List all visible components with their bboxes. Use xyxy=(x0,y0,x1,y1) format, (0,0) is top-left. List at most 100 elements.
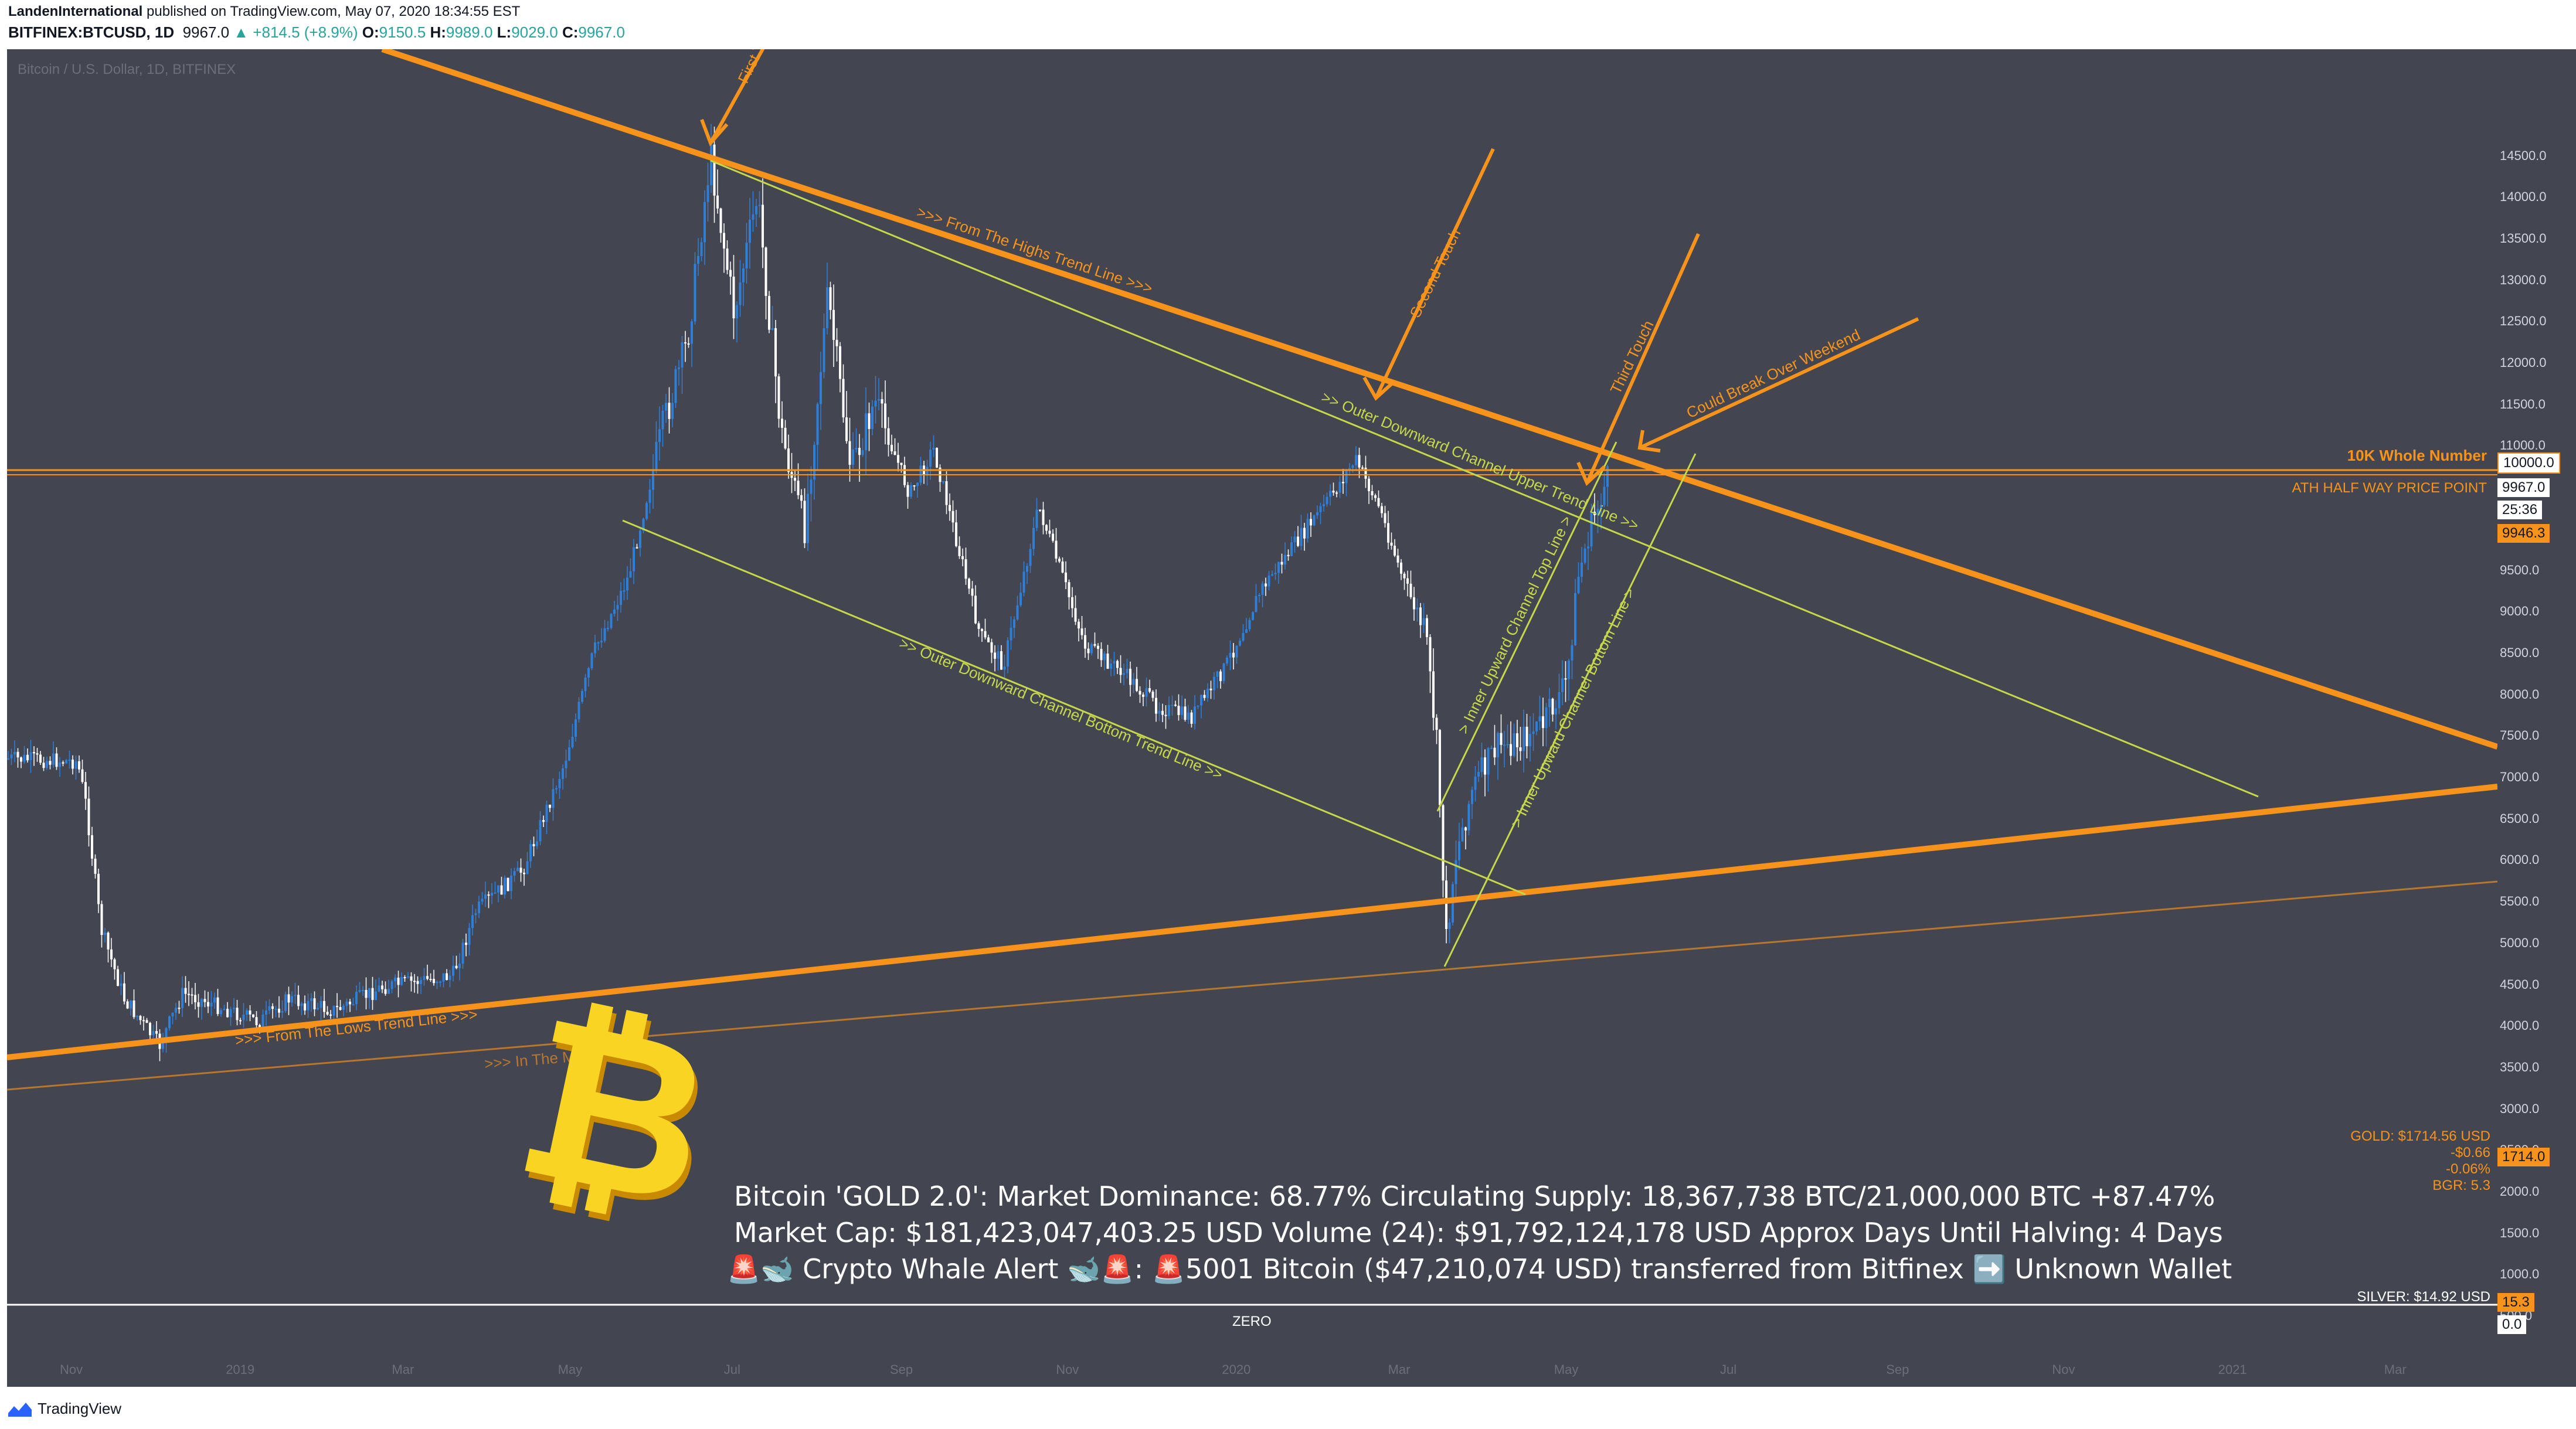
candle-body xyxy=(1300,528,1303,546)
could-break-arrow[interactable] xyxy=(1639,317,1919,450)
candle-body xyxy=(162,1041,164,1049)
inner-top-label[interactable]: > Inner Upward Channel Top Line > xyxy=(1454,513,1575,737)
candle-body xyxy=(874,400,877,407)
candle-body xyxy=(1058,559,1061,562)
ath-half-label[interactable]: ATH HALF WAY PRICE POINT xyxy=(2292,480,2487,496)
lows-trend-line[interactable] xyxy=(7,784,2497,1060)
candle-body xyxy=(20,757,22,762)
chart-pane[interactable]: Bitcoin / U.S. Dollar, 1D, BITFINEX ZERO xyxy=(7,49,2497,1387)
candle-body xyxy=(1387,523,1389,543)
outer-bottom-channel-line[interactable] xyxy=(622,519,1526,896)
time-axis-label: Mar xyxy=(392,1362,414,1377)
time-axis[interactable]: Nov 2019 Mar May Jul Sep Nov 2020 Mar May Jul Sep No… xyxy=(7,1360,2497,1383)
other-price-tag: 9946.3 xyxy=(2497,524,2550,543)
gold-label: GOLD: $1714.56 USD xyxy=(2350,1128,2490,1144)
candle-body xyxy=(565,760,567,768)
candle-body xyxy=(1564,678,1567,680)
inner-bottom-label[interactable]: > Inner Upward Channel Bottom Line > xyxy=(1507,585,1639,830)
candle-body xyxy=(684,342,687,343)
candle-body xyxy=(1442,805,1445,881)
highs-trend-line[interactable] xyxy=(381,49,2497,750)
candle-body xyxy=(845,417,848,441)
candle-body xyxy=(1384,513,1386,523)
footer: TradingView xyxy=(0,1387,2576,1429)
candle-body xyxy=(46,761,48,768)
candle-body xyxy=(897,455,899,463)
candle-body xyxy=(39,754,42,763)
candle-body xyxy=(1194,706,1196,724)
second-touch-arrow[interactable] xyxy=(1374,148,1495,399)
candle-body xyxy=(388,989,390,994)
candle-body xyxy=(175,1008,177,1013)
inner-bottom-channel-line[interactable] xyxy=(1443,453,1697,967)
candle-body xyxy=(381,985,383,989)
candle-body xyxy=(1203,695,1206,698)
candle-body xyxy=(132,1000,135,1018)
candle-body xyxy=(1364,467,1367,479)
candle-body xyxy=(1577,576,1580,593)
from-lows-label[interactable]: >>> From The Lows Trend Line >>> xyxy=(234,1005,478,1049)
first-touch-arrow[interactable] xyxy=(709,49,769,144)
in-the-mix-line[interactable] xyxy=(7,880,2497,1091)
candle-body xyxy=(1151,692,1154,698)
candle-body xyxy=(1548,699,1551,707)
candle-body xyxy=(1603,486,1606,505)
candle-body xyxy=(358,990,361,992)
candle-body xyxy=(1087,648,1090,654)
candle-body xyxy=(816,404,819,445)
candle-body xyxy=(261,1015,264,1029)
candle-body xyxy=(990,642,993,653)
tradingview-logo[interactable]: TradingView xyxy=(8,1400,121,1418)
candle-body xyxy=(713,144,716,196)
candle-body xyxy=(65,760,67,764)
symbol-label[interactable]: BITFINEX:BTCUSD, 1D xyxy=(8,23,175,41)
candle-body xyxy=(861,450,864,455)
price-axis-label: 9500.0 xyxy=(2500,562,2540,577)
ten-k-label[interactable]: 10K Whole Number xyxy=(2347,447,2487,464)
candle-body xyxy=(284,994,287,1011)
high-value: 9989.0 xyxy=(446,23,493,41)
candle-body xyxy=(710,144,712,185)
candle-body xyxy=(562,768,564,779)
chart-drawing[interactable]: Bitcoin / U.S. Dollar, 1D, BITFINEX ZERO xyxy=(7,49,2497,1387)
inner-top-channel-line[interactable] xyxy=(1436,441,1617,812)
candle-body xyxy=(1174,705,1177,706)
outer-upper-channel-line[interactable] xyxy=(710,159,2259,798)
candle-body xyxy=(913,485,916,486)
candle-body xyxy=(674,369,677,403)
candle-body xyxy=(1571,645,1574,661)
candle-body xyxy=(607,628,609,630)
candle-body xyxy=(1287,554,1290,556)
from-highs-label[interactable]: >>> From The Highs Trend Line >>> xyxy=(915,203,1155,297)
candle-body xyxy=(777,376,780,419)
candle-body xyxy=(1158,710,1161,714)
candle-body xyxy=(884,403,886,428)
candle-body xyxy=(1345,471,1348,484)
candle-body xyxy=(26,754,29,761)
candle-body xyxy=(620,591,622,605)
first-touch-label[interactable]: First Touch xyxy=(734,49,783,86)
candle-body xyxy=(1596,509,1599,515)
last-price: 9967.0 xyxy=(182,23,230,41)
candle-body xyxy=(716,195,719,209)
candle-body xyxy=(1229,652,1232,658)
candle-body xyxy=(1416,607,1419,610)
candle-body xyxy=(1035,509,1038,528)
third-touch-arrow[interactable] xyxy=(1585,233,1700,484)
candle-body xyxy=(494,892,497,894)
candle-body xyxy=(323,1001,325,1012)
could-break-label[interactable]: Could Break Over Weekend xyxy=(1684,326,1863,422)
candle-body xyxy=(1232,652,1235,658)
candle-body xyxy=(252,1014,254,1018)
candle-body xyxy=(1535,721,1538,731)
candle-body xyxy=(1342,482,1344,484)
candle-body xyxy=(1409,583,1412,597)
author-name[interactable]: LandenInternational xyxy=(8,4,143,19)
outer-bottom-label[interactable]: >> Outer Downward Channel Bottom Trend L… xyxy=(897,634,1225,784)
candle-body xyxy=(1593,511,1596,515)
candle-body xyxy=(1010,628,1012,641)
price-axis[interactable]: 14500.0 14000.0 13500.0 13000.0 12500.0 12000… xyxy=(2497,49,2576,1387)
candle-body xyxy=(555,788,558,790)
candle-body xyxy=(207,1002,209,1007)
second-touch-label[interactable]: Second Touch xyxy=(1406,226,1464,321)
